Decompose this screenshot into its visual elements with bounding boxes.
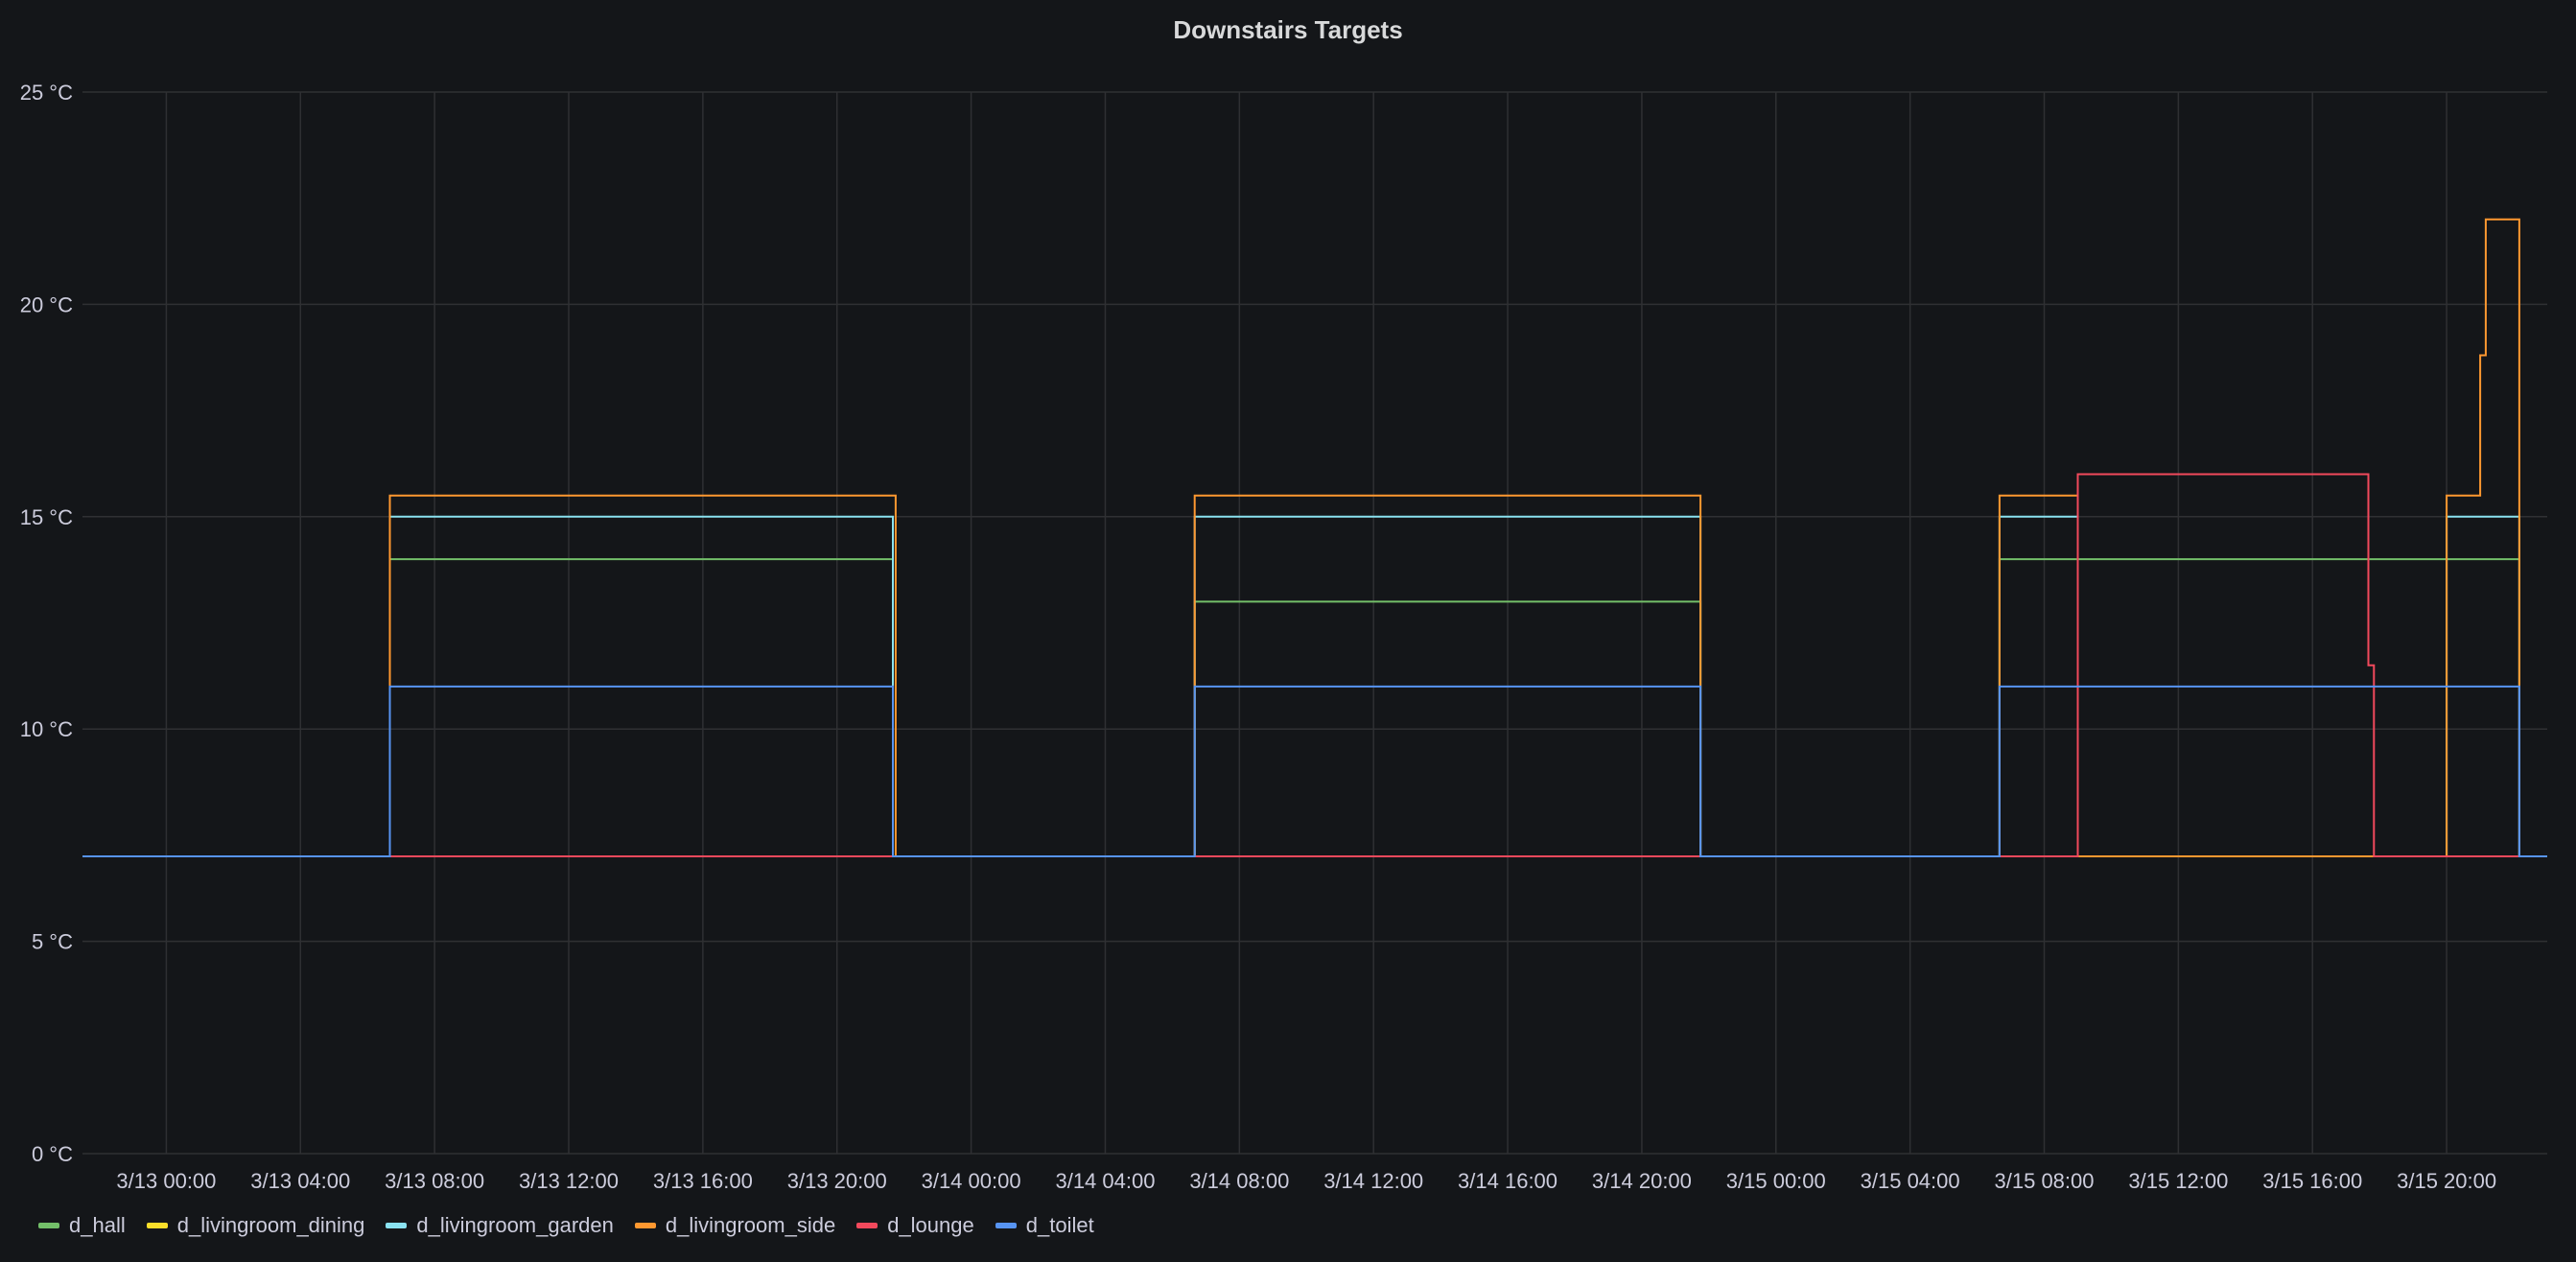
- legend-item-d_livingroom_side[interactable]: d_livingroom_side: [634, 1213, 836, 1238]
- legend-swatch: [38, 1223, 59, 1228]
- legend-label: d_livingroom_garden: [416, 1213, 614, 1237]
- series-layer: [82, 218, 2547, 857]
- x-tick-label: 3/14 16:00: [1458, 1169, 1557, 1193]
- legend-item-d_livingroom_dining[interactable]: d_livingroom_dining: [146, 1213, 365, 1238]
- legend-label: d_toilet: [1025, 1213, 1094, 1237]
- legend: d_hall d_livingroom_dining d_livingroom_ga…: [38, 1213, 1094, 1238]
- chart-title: Downstairs Targets: [1173, 15, 1403, 44]
- y-tick-label: 20 °C: [20, 292, 73, 316]
- x-tick-label: 3/15 00:00: [1726, 1169, 1826, 1193]
- grid-layer: [82, 91, 2547, 1155]
- x-tick-label: 3/15 12:00: [2128, 1169, 2228, 1193]
- y-tick-label: 15 °C: [20, 505, 73, 529]
- series-line-d_hall[interactable]: [82, 558, 2547, 857]
- legend-item-d_livingroom_garden[interactable]: d_livingroom_garden: [386, 1213, 614, 1238]
- legend-label: d_hall: [69, 1213, 126, 1237]
- series-line-d_lounge[interactable]: [82, 473, 2547, 857]
- x-tick-label: 3/15 16:00: [2262, 1169, 2362, 1193]
- series-line-d_toilet[interactable]: [82, 685, 2547, 857]
- y-tick-label: 5 °C: [32, 930, 73, 954]
- x-tick-label: 3/14 04:00: [1055, 1169, 1155, 1193]
- legend-swatch: [634, 1223, 656, 1228]
- legend-swatch: [146, 1223, 168, 1228]
- x-tick-label: 3/13 12:00: [519, 1169, 619, 1193]
- x-tick-label: 3/13 00:00: [116, 1169, 216, 1193]
- x-tick-label: 3/13 08:00: [385, 1169, 484, 1193]
- x-tick-label: 3/14 00:00: [922, 1169, 1021, 1193]
- x-tick-label: 3/13 04:00: [250, 1169, 350, 1193]
- legend-swatch: [856, 1223, 878, 1228]
- x-axis: 3/13 00:00 3/13 04:00 3/13 08:00 3/13 12:00…: [116, 1169, 2496, 1193]
- legend-item-d_hall[interactable]: d_hall: [38, 1213, 126, 1238]
- y-tick-label: 0 °C: [32, 1142, 73, 1166]
- x-tick-label: 3/14 12:00: [1323, 1169, 1423, 1193]
- legend-label: d_lounge: [887, 1213, 974, 1237]
- legend-swatch: [995, 1223, 1017, 1228]
- x-tick-label: 3/15 08:00: [1995, 1169, 2095, 1193]
- legend-label: d_livingroom_side: [665, 1213, 836, 1237]
- legend-item-d_lounge[interactable]: d_lounge: [856, 1213, 974, 1238]
- y-tick-label: 10 °C: [20, 717, 73, 741]
- y-tick-label: 25 °C: [20, 81, 73, 105]
- x-tick-label: 3/14 20:00: [1592, 1169, 1692, 1193]
- x-tick-label: 3/15 20:00: [2397, 1169, 2496, 1193]
- legend-label: d_livingroom_dining: [176, 1213, 365, 1237]
- legend-swatch: [386, 1223, 408, 1228]
- series-line-d_livingroom_side[interactable]: [82, 218, 2547, 857]
- x-tick-label: 3/13 16:00: [653, 1169, 753, 1193]
- x-tick-label: 3/13 20:00: [787, 1169, 887, 1193]
- x-tick-label: 3/15 04:00: [1861, 1169, 1960, 1193]
- x-tick-label: 3/14 08:00: [1189, 1169, 1289, 1193]
- y-axis: 0 °C 5 °C 10 °C 15 °C 20 °C 25 °C: [20, 81, 73, 1166]
- legend-item-d_toilet[interactable]: d_toilet: [995, 1213, 1094, 1238]
